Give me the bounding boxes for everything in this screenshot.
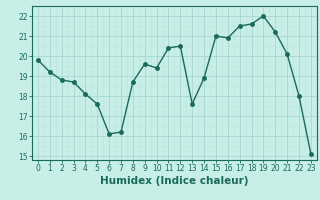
X-axis label: Humidex (Indice chaleur): Humidex (Indice chaleur) [100, 176, 249, 186]
